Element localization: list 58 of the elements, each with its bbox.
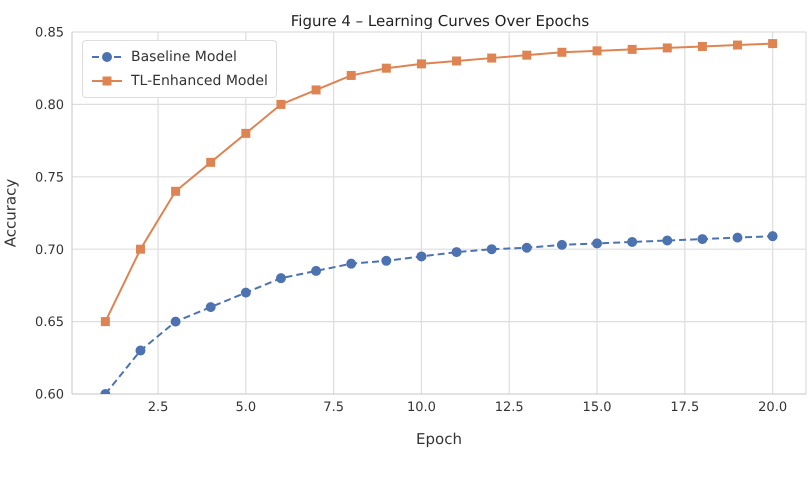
legend-label: TL-Enhanced Model xyxy=(131,73,268,89)
point xyxy=(662,236,672,246)
point xyxy=(381,256,392,266)
point xyxy=(206,302,216,312)
point xyxy=(452,247,462,258)
point xyxy=(732,232,743,243)
chart-title: Figure 4 – Learning Curves Over Epochs xyxy=(290,12,590,30)
y-tick-label: 0.65 xyxy=(35,315,64,330)
x-axis-title: Epoch xyxy=(416,430,462,448)
point xyxy=(241,128,250,138)
point xyxy=(486,244,497,254)
point xyxy=(557,48,566,57)
point xyxy=(733,40,742,50)
point xyxy=(522,242,532,253)
y-tick-label: 0.85 xyxy=(35,26,64,41)
point xyxy=(592,46,602,56)
point xyxy=(100,317,110,326)
point xyxy=(487,54,496,63)
point xyxy=(171,186,180,196)
x-tick-label: 10.0 xyxy=(406,400,436,416)
y-axis-title: Accuracy xyxy=(1,178,20,248)
point xyxy=(627,236,638,247)
point xyxy=(697,234,708,244)
point xyxy=(416,59,426,68)
y-tick-label: 0.70 xyxy=(35,242,64,258)
legend-label: Baseline Model xyxy=(131,49,237,65)
y-tick-label: 0.75 xyxy=(35,170,64,186)
x-tick-label: 7.5 xyxy=(323,400,344,416)
x-tick-label: 5.0 xyxy=(236,400,256,416)
point xyxy=(556,240,567,250)
x-tick-label: 15.0 xyxy=(582,400,612,416)
point xyxy=(136,244,145,254)
point xyxy=(170,316,181,327)
point xyxy=(135,346,146,356)
point xyxy=(240,288,251,298)
point xyxy=(346,258,356,269)
point xyxy=(768,39,778,48)
x-tick-label: 12.5 xyxy=(494,400,524,416)
point xyxy=(416,251,426,262)
point xyxy=(768,231,778,242)
y-tick-label: 0.80 xyxy=(35,98,64,114)
point xyxy=(312,85,321,94)
point xyxy=(698,42,707,51)
point xyxy=(628,44,637,54)
x-tick-label: 17.5 xyxy=(670,400,700,416)
point xyxy=(346,70,356,80)
y-tick-label: 0.60 xyxy=(35,388,64,403)
point xyxy=(662,43,672,52)
x-tick-label: 2.5 xyxy=(148,400,168,416)
point xyxy=(382,64,391,73)
point xyxy=(452,56,462,66)
point xyxy=(276,100,286,109)
point xyxy=(276,273,286,284)
point xyxy=(592,238,602,248)
point xyxy=(206,158,216,167)
x-tick-label: 20.0 xyxy=(758,400,788,416)
point xyxy=(311,266,322,276)
point xyxy=(522,50,532,60)
